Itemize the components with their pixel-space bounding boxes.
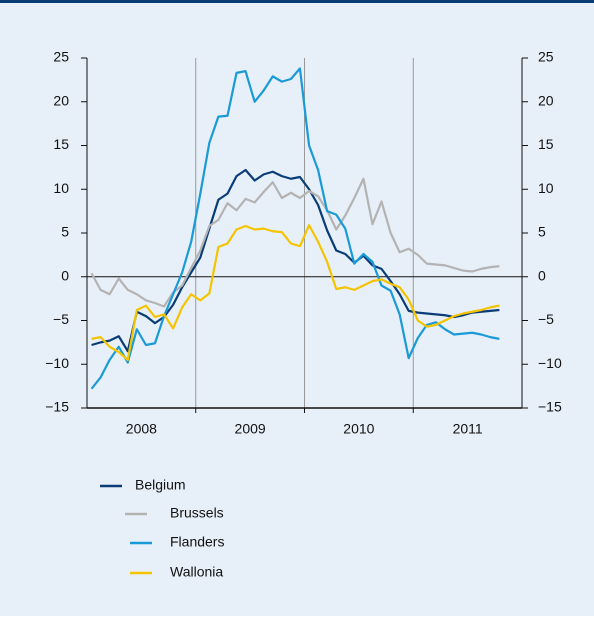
legend-label: Flanders	[170, 534, 224, 550]
y-tick-label: 0	[61, 267, 69, 283]
series-line	[91, 168, 500, 353]
legend-label: Wallonia	[170, 564, 223, 580]
y-tick-label: 20	[53, 92, 69, 108]
y2-tick-label: 20	[538, 92, 554, 108]
x-tick-label: 2009	[235, 421, 266, 437]
y2-tick-label: 15	[538, 136, 554, 152]
top-rule	[0, 0, 594, 3]
y-tick-label: −10	[45, 355, 69, 371]
x-tick-label: 2010	[343, 421, 374, 437]
series-line	[90, 177, 500, 308]
y-tick-label: 25	[53, 49, 69, 65]
x-tick-label: 2008	[126, 421, 157, 437]
legend-label: Belgium	[135, 477, 186, 493]
legend-label: Brussels	[170, 505, 224, 521]
y2-tick-label: 10	[538, 180, 554, 196]
series-line	[90, 67, 500, 390]
y2-tick-label: 25	[538, 49, 554, 65]
y2-tick-label: −15	[538, 399, 562, 415]
y-tick-label: −15	[45, 399, 69, 415]
y-tick-label: −5	[53, 311, 69, 327]
y-tick-label: 10	[53, 180, 69, 196]
series-line	[91, 224, 500, 361]
y2-tick-label: −10	[538, 355, 562, 371]
y2-tick-label: 0	[538, 267, 546, 283]
y2-tick-label: 5	[538, 224, 546, 240]
x-tick-label: 2011	[453, 421, 483, 437]
y-tick-label: 15	[53, 136, 69, 152]
y2-tick-label: −5	[538, 311, 554, 327]
y-tick-label: 5	[61, 224, 69, 240]
